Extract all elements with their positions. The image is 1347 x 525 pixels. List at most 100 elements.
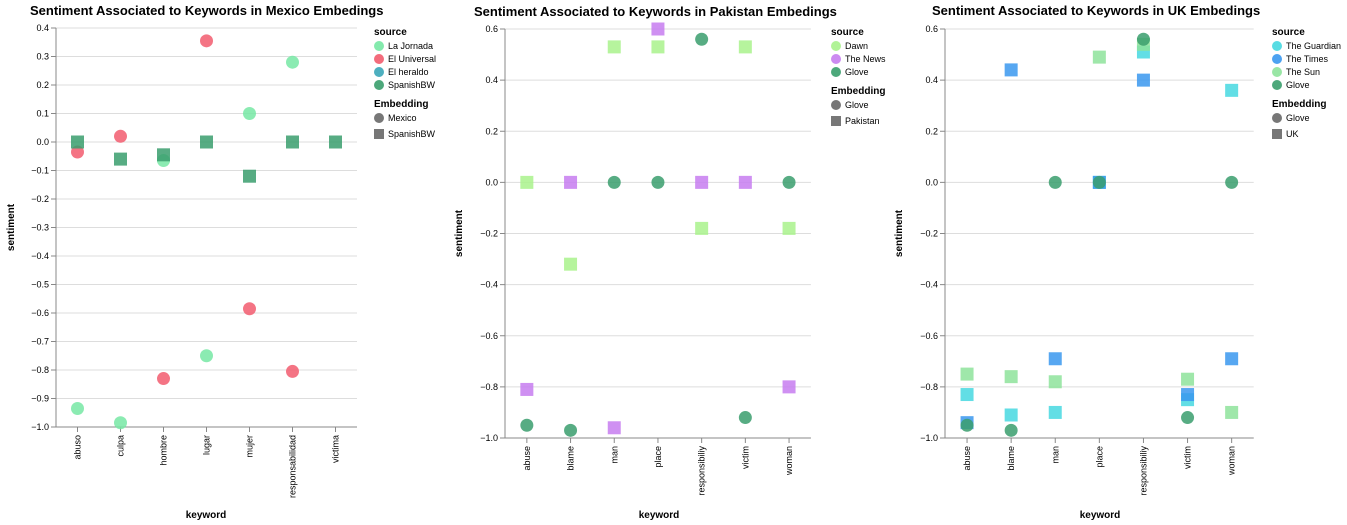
- data-point: [564, 257, 578, 271]
- data-point: [695, 32, 709, 46]
- x-tick-label: victim: [740, 446, 750, 469]
- data-point: [651, 175, 665, 189]
- legend-title-embedding: Embedding: [831, 86, 885, 97]
- data-point: [200, 34, 213, 48]
- data-point: [1004, 423, 1018, 437]
- legend-label: The News: [845, 54, 886, 64]
- data-point: [960, 367, 974, 381]
- data-point: [243, 169, 256, 183]
- legend-label: Glove: [845, 67, 869, 77]
- y-tick-label: 0.4: [485, 75, 498, 85]
- y-tick-label: −0.6: [920, 331, 938, 341]
- x-tick-label: mujer: [245, 435, 255, 458]
- data-point: [114, 129, 127, 143]
- data-point: [1004, 408, 1018, 422]
- x-tick-label: lugar: [202, 435, 212, 455]
- data-point: [1225, 352, 1239, 366]
- data-point: [1092, 50, 1106, 64]
- data-point: [738, 175, 752, 189]
- data-point: [520, 418, 534, 432]
- data-point: [782, 175, 796, 189]
- x-axis-title: keyword: [186, 510, 227, 521]
- legend-label: Mexico: [388, 113, 417, 123]
- x-tick-label: responsibiliy: [1138, 446, 1148, 496]
- legend-label: El Universal: [388, 54, 436, 64]
- x-tick-label: abuse: [522, 446, 532, 471]
- legend-label: El heraldo: [388, 67, 429, 77]
- y-tick-label: −0.2: [480, 229, 498, 239]
- data-point: [520, 175, 534, 189]
- data-point: [520, 382, 534, 396]
- x-tick-label: woman: [1227, 446, 1237, 476]
- legend-swatch: [831, 41, 841, 51]
- data-point: [71, 401, 84, 415]
- legend-label: The Sun: [1286, 67, 1320, 77]
- legend: source La Jornada El Universal El heraldo Sp…: [374, 27, 436, 139]
- y-tick-label: −0.2: [31, 194, 49, 204]
- data-point: [71, 135, 84, 149]
- x-tick-label: culpa: [116, 435, 126, 457]
- y-tick-label: 0.0: [36, 137, 49, 147]
- legend-shape-circle: [1272, 113, 1282, 123]
- legend-swatch: [831, 67, 841, 77]
- legend-title-embedding: Embedding: [1272, 99, 1326, 110]
- data-point: [1225, 83, 1239, 97]
- data-point: [1048, 175, 1062, 189]
- x-tick-label: place: [1094, 446, 1104, 468]
- legend-shape-circle: [374, 113, 384, 123]
- legend-swatch: [1272, 67, 1282, 77]
- y-tick-label: 0.3: [36, 52, 49, 62]
- legend-title-source: source: [1272, 27, 1305, 38]
- y-tick-label: −1.0: [920, 433, 938, 443]
- data-point: [564, 175, 578, 189]
- chart-title: Sentiment Associated to Keywords in UK E…: [932, 3, 1260, 18]
- y-tick-label: −0.4: [480, 280, 498, 290]
- data-point: [243, 302, 256, 316]
- x-tick-label: man: [609, 446, 619, 464]
- legend-swatch: [374, 41, 384, 51]
- data-point: [1048, 375, 1062, 389]
- legend-swatch: [374, 67, 384, 77]
- chart-3: Sentiment Associated to Keywords in UK E…: [894, 3, 1341, 521]
- data-point: [695, 221, 709, 235]
- data-point: [607, 40, 621, 54]
- data-point: [1092, 175, 1106, 189]
- data-point: [1004, 63, 1018, 77]
- legend-swatch: [374, 80, 384, 90]
- x-tick-label: blame: [1006, 446, 1016, 471]
- y-tick-label: 0.2: [36, 80, 49, 90]
- data-point: [782, 221, 796, 235]
- data-point: [651, 40, 665, 54]
- data-point: [200, 135, 213, 149]
- x-tick-label: victim: [1183, 446, 1193, 469]
- data-point: [960, 418, 974, 432]
- y-tick-label: −1.0: [480, 433, 498, 443]
- data-point: [1181, 411, 1195, 425]
- y-tick-label: −0.1: [31, 166, 49, 176]
- y-tick-label: 0.0: [485, 177, 498, 187]
- x-axis-title: keyword: [1080, 510, 1121, 521]
- data-point: [157, 148, 170, 162]
- y-tick-label: 0.2: [485, 126, 498, 136]
- y-axis-title: sentiment: [454, 209, 465, 257]
- chart-title: Sentiment Associated to Keywords in Paki…: [474, 4, 837, 19]
- data-point: [607, 421, 621, 435]
- y-tick-label: 0.4: [925, 75, 938, 85]
- data-point: [607, 175, 621, 189]
- x-tick-label: hombre: [159, 435, 169, 466]
- legend-swatch: [831, 54, 841, 64]
- x-tick-label: responsibiliy: [697, 446, 707, 496]
- data-point: [782, 380, 796, 394]
- legend-label: SpanishBW: [388, 80, 436, 90]
- legend-label: Glove: [845, 100, 869, 110]
- legend-shape-square: [1272, 129, 1282, 139]
- y-tick-label: −0.2: [920, 229, 938, 239]
- legend-label: Dawn: [845, 41, 868, 51]
- y-tick-label: −0.7: [31, 337, 49, 347]
- y-tick-label: −0.4: [920, 280, 938, 290]
- legend-shape-circle: [831, 100, 841, 110]
- legend: source Dawn The News Glove Embedding Glove Pak…: [831, 27, 886, 126]
- legend-swatch: [374, 54, 384, 64]
- data-point: [286, 135, 299, 149]
